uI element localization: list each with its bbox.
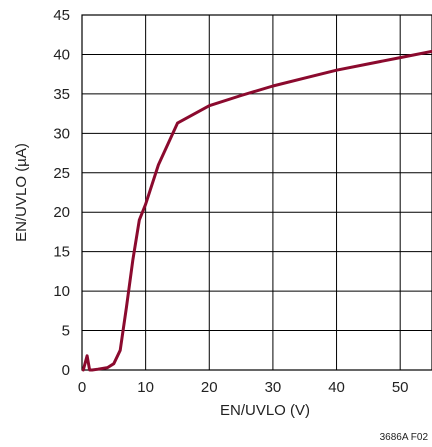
- y-tick-label: 35: [53, 86, 70, 103]
- x-tick-label: 50: [392, 379, 409, 396]
- x-tick-label: 30: [265, 379, 282, 396]
- figure-code: 3686A F02: [380, 432, 429, 443]
- x-tick-label: 20: [201, 379, 218, 396]
- series-line: [81, 49, 432, 372]
- y-tick-label: 30: [53, 125, 70, 142]
- plot-frame: [81, 14, 432, 371]
- y-tick-label: 15: [53, 244, 70, 261]
- x-axis-label: EN/UVLO (V): [220, 402, 310, 419]
- y-tick-label: 5: [62, 323, 70, 340]
- tick-labels: 0 10 20 30 40 50 0 5 10 15 20 25 30 35 40 45: [53, 7, 408, 396]
- x-tick-label: 0: [78, 379, 86, 396]
- y-tick-label: 20: [53, 204, 70, 221]
- y-axis-label: EN/UVLO (µA): [13, 143, 30, 242]
- x-tick-label: 40: [328, 379, 345, 396]
- x-tick-label: 10: [137, 379, 154, 396]
- y-tick-label: 0: [62, 362, 70, 379]
- y-tick-label: 45: [53, 7, 70, 24]
- y-tick-label: 40: [53, 46, 70, 63]
- y-tick-label: 10: [53, 283, 70, 300]
- y-tick-label: 25: [53, 165, 70, 182]
- grid: [82, 15, 432, 370]
